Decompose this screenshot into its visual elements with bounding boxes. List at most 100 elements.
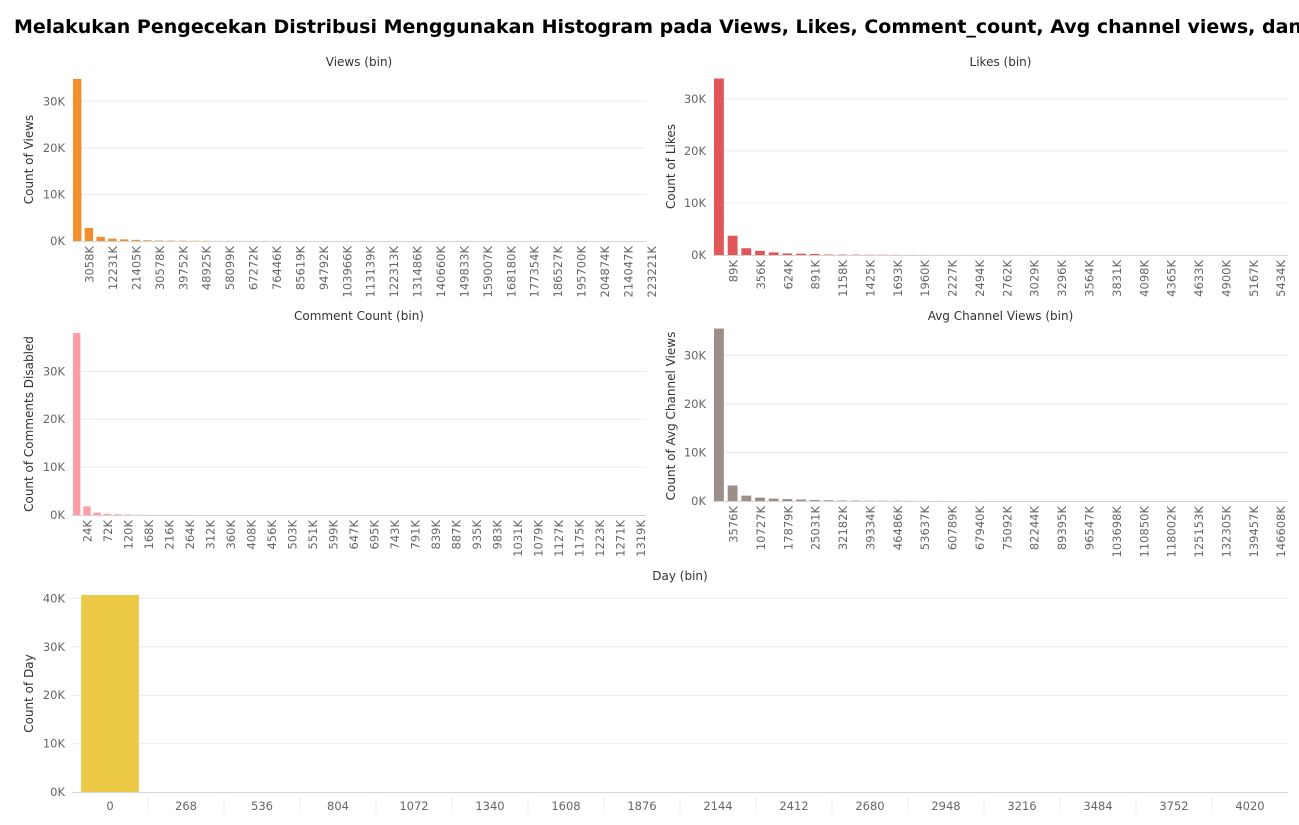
x-tick-label: 2680 [855,799,884,813]
x-tick-label: 4365K [1165,260,1179,297]
x-tick-label: 132305K [1219,506,1233,558]
x-tick-label: 58099K [223,246,237,291]
y-tick-label: 10K [43,187,66,201]
x-tick-label: 103698K [1110,506,1124,558]
x-tick-label: 39752K [176,246,190,291]
x-tick-label: 312K [203,520,217,550]
x-tick-label: 624K [781,260,795,290]
x-tick-label: 1876 [627,799,656,813]
histogram-bar [114,514,122,515]
x-tick-label: 647K [347,520,361,550]
x-tick-label: 46486K [891,506,905,551]
x-tick-label: 94792K [317,246,331,291]
x-tick-label: 89K [727,260,741,283]
y-tick-label: 20K [684,397,707,411]
x-tick-label: 168K [142,520,156,550]
x-tick-label: 3216 [1007,799,1036,813]
histogram-bar [768,498,779,501]
y-tick-label: 10K [684,196,707,210]
y-tick-label: 30K [43,640,66,654]
x-tick-label: 204874K [598,246,612,298]
x-tick-label: 2144 [703,799,732,813]
x-tick-label: 536 [251,799,273,813]
y-tick-label: 40K [43,591,66,605]
x-tick-label: 1175K [572,520,586,557]
x-tick-label: 223221K [645,246,659,298]
chart-day: Day (bin) Count of Day 0K 10K 20K 30K 40K 0 268 5… [22,569,1288,814]
histogram-bar [727,485,738,501]
histogram-bar [796,253,806,255]
chart-likes: Likes (bin) Count of Likes 0K 10K 20K 30K 89K 3… [664,55,1288,297]
x-tick-label: 1079K [531,520,545,557]
x-tick-label: 110850K [1137,506,1151,558]
x-tick-label: 1031K [511,520,525,557]
y-tick-label: 0K [691,248,706,262]
x-tick-label: 30578K [153,246,167,291]
x-tick-label: 67940K [973,506,987,551]
x-tick-label: 4098K [1137,260,1151,297]
x-tick-label: 804 [327,799,349,813]
histogram-bar [768,252,779,255]
x-tick-label: 76446K [270,246,284,291]
histogram-bar [755,497,765,501]
histogram-bar [782,253,793,255]
x-tick-label: 983K [490,520,504,550]
histogram-bar [96,236,105,241]
x-tick-label: 1608 [551,799,580,813]
histogram-bar [755,250,765,255]
x-tick-label: 216K [162,520,176,550]
x-tick-label: 146608K [1274,506,1288,558]
x-tick-label: 1127K [552,520,566,557]
x-tick-label: 89395K [1055,506,1069,551]
chart-views: Views (bin) Count of Views 0K 10K 20K 30K 3058… [22,55,659,297]
x-tick-label: 24K [80,520,94,543]
x-tick-label: 456K [265,520,279,550]
y-tick-label: 0K [691,494,706,508]
x-tick-label: 695K [367,520,381,550]
y-tick-label: 20K [43,688,66,702]
y-tick-label: 20K [43,412,66,426]
x-tick-label: 1271K [613,520,627,557]
x-tick-label: 159007K [481,246,495,298]
y-tick-label: 10K [43,737,66,751]
x-tick-label: 3576K [727,506,741,543]
x-tick-label: 356K [754,260,768,290]
histogram-bar [73,333,81,515]
x-tick-label: 360K [224,520,238,550]
y-tick-label: 10K [43,460,66,474]
histogram-bar [131,239,141,241]
x-tick-label: 25031K [809,506,823,551]
x-tick-label: 4633K [1192,260,1206,297]
x-tick-label: 67272K [247,246,261,291]
x-tick-label: 935K [470,520,484,550]
chart-title: Views (bin) [326,55,392,69]
y-tick-label: 30K [43,94,66,108]
chart-avg-channel-views: Avg Channel Views (bin) Count of Avg Chan… [664,309,1288,557]
x-tick-label: 2762K [1000,260,1014,297]
chart-comment-count: Comment Count (bin) Count of Comments Dis… [22,309,648,557]
x-tick-label: 75092K [1000,506,1014,551]
histogram-bar [741,248,752,255]
x-tick-label: 5167K [1247,260,1261,297]
y-tick-label: 30K [684,348,707,362]
y-tick-label: 0K [50,508,65,522]
x-tick-label: 60789K [946,506,960,551]
x-tick-label: 39334K [863,506,877,551]
histogram-bar [93,512,101,515]
histogram-bar [823,254,834,255]
chart-title: Likes (bin) [970,55,1032,69]
y-tick-label: 30K [43,364,66,378]
y-tick-label: 20K [43,141,66,155]
x-tick-label: 2948 [931,799,960,813]
histogram-bar [782,499,793,501]
histogram-bar [714,78,724,255]
x-tick-label: 131486K [411,246,425,298]
y-tick-label: 20K [684,144,707,158]
x-tick-label: 85619K [293,246,307,291]
x-tick-label: 1158K [836,260,850,297]
x-tick-label: 21405K [129,246,143,291]
x-tick-label: 103966K [340,246,354,298]
histogram-bar [796,499,806,501]
histogram-bar [823,500,834,501]
x-tick-label: 3296K [1055,260,1069,297]
